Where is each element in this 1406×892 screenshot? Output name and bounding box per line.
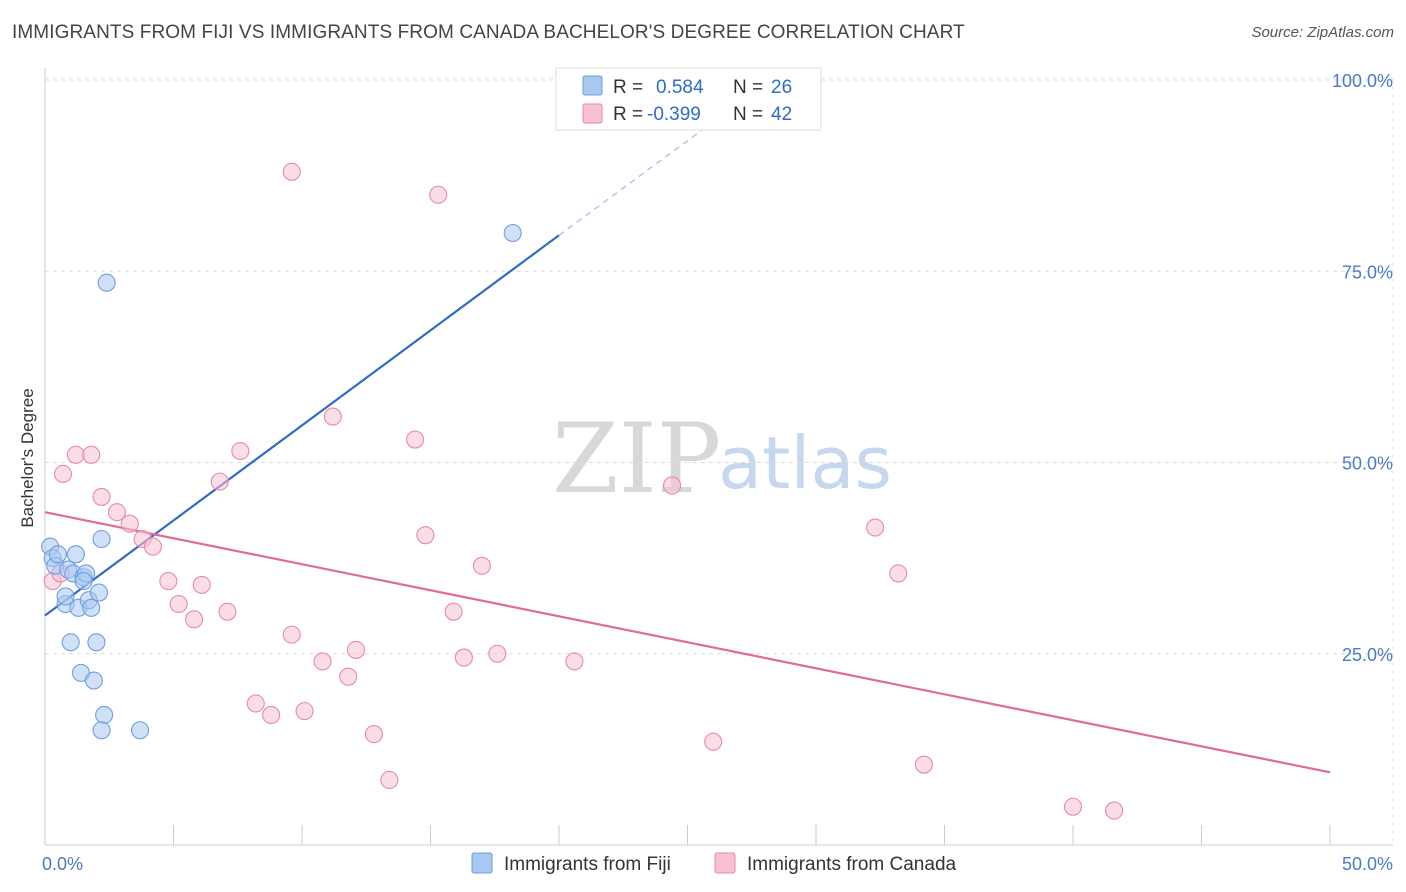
point-fiji-15 xyxy=(74,572,93,591)
point-canada-29 xyxy=(416,526,435,545)
point-canada-35 xyxy=(565,652,584,671)
point-canada-25 xyxy=(346,640,366,659)
point-fiji-18 xyxy=(84,671,103,690)
trend-line-fiji-extension xyxy=(558,102,740,236)
point-canada-24 xyxy=(339,667,358,686)
point-canada-6 xyxy=(107,503,127,522)
point-canada-31 xyxy=(444,602,463,621)
stats-legend: R = 0.584 N = 26 R = -0.399 N = 42 xyxy=(555,67,822,131)
point-canada-5 xyxy=(92,487,111,506)
y-tick-label-25: 25.0% xyxy=(1342,645,1393,665)
y-tick-label-100: 100.0% xyxy=(1332,71,1393,91)
legend-r-value-fiji: 0.584 xyxy=(656,77,704,98)
x-tick-label-max: 50.0% xyxy=(1342,854,1393,874)
point-fiji-25 xyxy=(503,223,522,243)
x-tick-label-min: 0.0% xyxy=(42,854,83,874)
point-canada-30 xyxy=(429,185,448,204)
point-canada-7 xyxy=(120,514,139,533)
point-canada-11 xyxy=(169,594,188,614)
series-legend-swatch-fiji xyxy=(471,852,493,874)
point-canada-15 xyxy=(218,602,237,621)
point-canada-39 xyxy=(889,564,908,583)
point-canada-20 xyxy=(282,625,301,644)
point-fiji-19 xyxy=(89,583,109,602)
point-canada-32 xyxy=(454,648,473,667)
watermark-zip: ZIP xyxy=(552,403,721,515)
y-axis-title: Bachelor's Degree xyxy=(18,388,37,527)
x-tick-labels: 0.0% 50.0% xyxy=(42,854,1393,874)
legend-r-label-fiji: R = xyxy=(613,77,643,98)
point-canada-9 xyxy=(143,537,162,556)
y-tick-label-50: 50.0% xyxy=(1342,454,1393,474)
point-canada-41 xyxy=(1063,797,1083,816)
series-legend: Immigrants from Fiji Immigrants from Can… xyxy=(471,852,957,875)
point-canada-12 xyxy=(185,610,204,629)
legend-swatch-fiji xyxy=(582,75,603,96)
trend-lines xyxy=(44,102,1331,774)
point-canada-26 xyxy=(364,725,384,744)
legend-n-value-fiji: 26 xyxy=(771,77,792,98)
point-fiji-8 xyxy=(66,545,85,564)
legend-swatch-canada xyxy=(582,103,603,124)
point-canada-33 xyxy=(472,556,491,575)
point-canada-14 xyxy=(210,472,229,491)
point-fiji-16 xyxy=(82,598,101,617)
watermark: ZIP atlas xyxy=(552,403,892,515)
legend-n-label-canada: N = xyxy=(733,104,763,125)
point-canada-19 xyxy=(282,162,301,181)
legend-n-label-fiji: N = xyxy=(733,77,763,98)
legend-r-label-canada: R = xyxy=(613,104,643,125)
point-canada-18 xyxy=(262,705,281,725)
series-legend-label-canada: Immigrants from Canada xyxy=(747,854,957,875)
axes xyxy=(44,68,1393,846)
point-fiji-22 xyxy=(92,721,111,740)
point-canada-37 xyxy=(704,732,723,751)
trend-line-canada xyxy=(44,511,1331,774)
legend-r-value-canada: -0.399 xyxy=(647,104,701,125)
point-canada-38 xyxy=(866,518,885,537)
point-canada-42 xyxy=(1105,801,1124,820)
point-canada-28 xyxy=(406,430,425,449)
point-canada-4 xyxy=(82,445,101,464)
point-canada-21 xyxy=(295,702,314,721)
point-fiji-23 xyxy=(131,721,150,740)
data-points xyxy=(41,162,1124,820)
point-canada-16 xyxy=(231,441,250,461)
point-canada-2 xyxy=(53,464,73,484)
point-fiji-6 xyxy=(56,587,75,606)
series-legend-swatch-canada xyxy=(714,852,736,874)
point-canada-10 xyxy=(159,572,178,591)
point-fiji-3 xyxy=(48,545,67,564)
trend-line-fiji xyxy=(44,234,560,617)
point-fiji-9 xyxy=(61,633,80,652)
point-fiji-20 xyxy=(92,529,111,549)
point-canada-27 xyxy=(380,770,399,790)
point-canada-22 xyxy=(313,652,332,671)
point-canada-3 xyxy=(66,445,85,464)
y-tick-label-75: 75.0% xyxy=(1342,262,1393,282)
legend-n-value-canada: 42 xyxy=(771,104,792,125)
point-fiji-21 xyxy=(95,705,114,725)
point-fiji-17 xyxy=(87,633,106,652)
point-canada-13 xyxy=(192,575,211,594)
chart-title: IMMIGRANTS FROM FIJI VS IMMIGRANTS FROM … xyxy=(12,22,965,43)
point-fiji-24 xyxy=(97,273,116,292)
point-canada-34 xyxy=(488,644,507,663)
point-canada-23 xyxy=(323,407,342,426)
y-tick-labels: 25.0% 50.0% 75.0% 100.0% xyxy=(1332,71,1393,665)
source-label: Source: ZipAtlas.com xyxy=(1251,24,1394,41)
point-canada-36 xyxy=(663,476,682,495)
point-canada-17 xyxy=(246,694,265,713)
point-canada-40 xyxy=(914,755,933,774)
series-legend-label-fiji: Immigrants from Fiji xyxy=(504,854,671,875)
